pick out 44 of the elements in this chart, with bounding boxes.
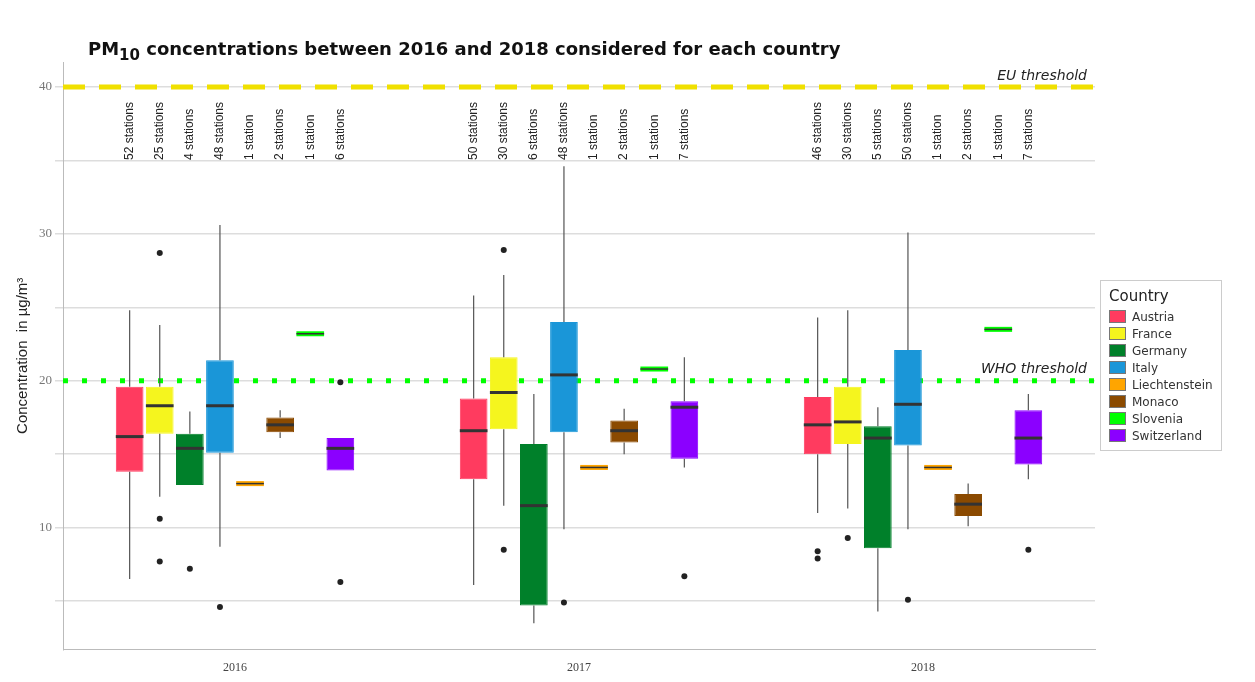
legend-label: Italy [1132,360,1159,375]
annotation: 1 station [990,114,1005,160]
annotation: 25 stations [152,101,167,160]
legend-label: Switzerland [1132,428,1202,443]
annotation: 50 stations [900,101,915,160]
y-tick-label: 30 [39,225,52,241]
annotation: 1 station [586,114,601,160]
legend-title: Country [1109,287,1170,305]
ref-line-label: EU threshold [997,66,1088,83]
annotation: 1 station [242,114,257,160]
legend-label: Germany [1132,343,1188,358]
annotation: 5 stations [870,108,885,160]
annotation: 1 station [930,114,945,160]
annotation: 2 stations [616,108,631,160]
annotation: 50 stations [465,101,480,160]
annotation: 48 stations [212,101,227,160]
y-tick-label: 40 [39,78,52,94]
chart-title: PM$_{10}$ concentrations between 2016 and 2018 considered for each country [88,38,841,64]
annotation: 7 stations [1020,108,1035,160]
legend-label: Austria [1132,309,1175,324]
annotation: 46 stations [809,101,824,160]
annotation: 7 stations [676,108,691,160]
y-tick-label: 10 [39,519,52,535]
annotation: 1 station [646,114,661,160]
y-tick-label: 20 [39,372,52,388]
annotation: 2 stations [960,108,975,160]
annotation: 4 stations [182,108,197,160]
legend-label: Liechtenstein [1132,377,1213,392]
annotation: 2 stations [272,108,287,160]
ref-line-label: WHO threshold [980,360,1088,377]
legend-label: Slovenia [1132,411,1184,426]
x-tick-label: 2017 [567,659,591,674]
annotation: 6 stations [526,108,541,160]
x-tick-label: 2018 [911,659,935,674]
annotation: 30 stations [840,101,855,160]
annotation: 1 station [302,114,317,160]
legend-label: France [1132,326,1172,341]
annotation: 52 stations [121,101,136,160]
legend-label: Monaco [1132,394,1179,409]
x-tick-label: 2016 [223,659,247,674]
annotation: 6 stations [332,108,347,160]
y-axis-title: Concentration in µg/m³ [13,277,31,434]
annotation: 48 stations [556,101,571,160]
annotation: 30 stations [496,101,511,160]
